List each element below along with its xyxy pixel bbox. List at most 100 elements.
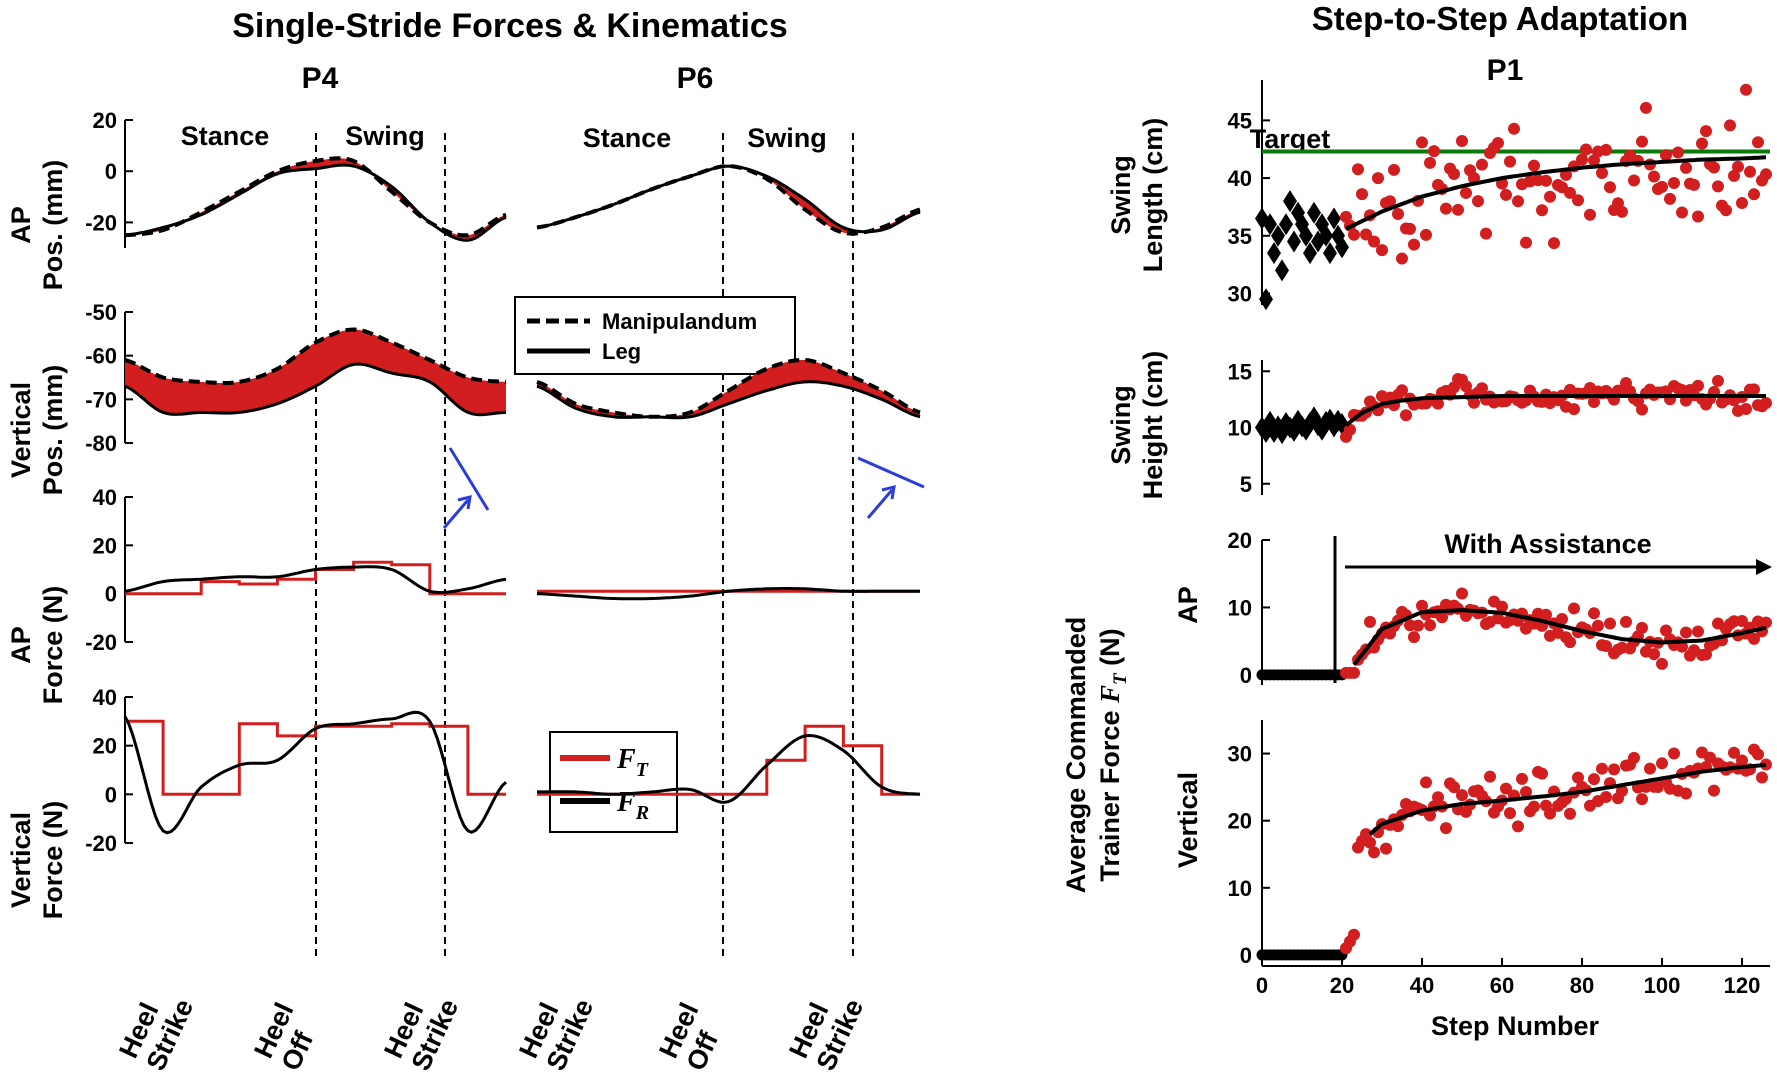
baseline-diamond <box>1279 213 1293 236</box>
blue-annotation-p4 <box>442 447 490 529</box>
step-point <box>1508 122 1520 135</box>
leg-line <box>536 164 921 234</box>
p1-title: P1 <box>1487 54 1524 87</box>
baseline-diamond <box>1287 230 1301 253</box>
difference-fill <box>537 360 920 418</box>
panel-swing_height: 5 10 15 <box>1228 359 1772 497</box>
step-point <box>1572 194 1584 207</box>
x-tick-label: 120 <box>1724 973 1761 998</box>
y-tick-label: 30 <box>1228 281 1252 306</box>
ylabel-trainer-force-group: Average Commanded Trainer Force FT (N) <box>1061 617 1131 894</box>
step-point <box>1648 648 1660 661</box>
step-point <box>1740 402 1752 415</box>
step-point <box>1748 383 1760 396</box>
ylabel-vert-force-line2: Force (N) <box>38 801 68 920</box>
step-point <box>1504 155 1516 168</box>
legend-manipulandum: Manipulandum <box>602 309 757 334</box>
y-tick-label: 0 <box>1240 663 1252 688</box>
y-tick-label: 40 <box>93 485 117 510</box>
step-point <box>1712 374 1724 387</box>
step-point <box>1676 206 1688 219</box>
step-point <box>1556 612 1568 625</box>
step-point <box>1512 195 1524 208</box>
step-xlabel: Step Number <box>1431 1011 1600 1041</box>
step-point <box>1740 83 1752 96</box>
y-tick-label: 40 <box>1228 166 1252 191</box>
step-point <box>1428 145 1440 158</box>
step-point <box>1412 619 1424 632</box>
step-point <box>1520 785 1532 798</box>
y-tick-label: 30 <box>1228 742 1252 767</box>
step-point <box>1604 617 1616 630</box>
step-point <box>1432 397 1444 410</box>
step-point <box>1728 746 1740 759</box>
baseline-diamond <box>1267 242 1281 265</box>
step-point <box>1688 178 1700 191</box>
step-point <box>1564 186 1576 199</box>
step-point <box>1512 820 1524 833</box>
legend-ft-label: FT <box>616 744 649 781</box>
difference-fill <box>537 166 920 234</box>
fit-curve <box>1352 608 1767 667</box>
step-point <box>1368 846 1380 859</box>
step-point <box>1692 210 1704 223</box>
step-point <box>1496 600 1508 613</box>
step-point <box>1732 160 1744 173</box>
legend-fr-symbol: F <box>616 787 636 818</box>
panel-vert_force-p4: 40 20 0 -20 <box>85 685 508 856</box>
ylabel-vert-pos: Vertical Pos. (mm) <box>6 365 68 496</box>
step-point <box>1656 180 1668 193</box>
p4-column-title: P4 <box>302 62 339 95</box>
step-point <box>1760 168 1772 181</box>
step-point <box>1468 396 1480 409</box>
step-point <box>1680 626 1692 639</box>
step-point <box>1748 632 1760 645</box>
step-point <box>1608 763 1620 776</box>
ylabel-swing-length: Swing Length (cm) <box>1106 118 1168 273</box>
ylabel-vert-pos-line2: Pos. (mm) <box>38 365 68 496</box>
step-point <box>1476 382 1488 395</box>
step-point <box>1348 928 1360 941</box>
step-point <box>1728 169 1740 182</box>
x-event-label-p6-1: Heel Strike <box>513 995 599 1072</box>
baseline-diamond <box>1299 224 1313 247</box>
step-point <box>1424 809 1436 822</box>
step-point <box>1672 146 1684 159</box>
step-point <box>1440 822 1452 835</box>
y-tick-label: -20 <box>85 210 117 235</box>
phase-stance-p4: Stance <box>181 121 270 151</box>
step-point <box>1564 636 1576 649</box>
baseline-diamond <box>1303 242 1317 265</box>
x-event-label-p4-3: Heel Strike <box>378 995 464 1072</box>
step-point <box>1408 631 1420 644</box>
step-point <box>1660 149 1672 162</box>
legend-position: Manipulandum Leg <box>514 296 796 375</box>
blue-annotation-p6 <box>857 456 925 519</box>
y-tick-label: -60 <box>85 344 117 369</box>
ylabel-trainer-gap <box>1095 703 1125 711</box>
step-point <box>1452 203 1464 216</box>
blue-arrow-head-p4 <box>457 494 472 510</box>
step-point <box>1600 640 1612 653</box>
step-point <box>1448 781 1460 794</box>
step-point <box>1544 190 1556 203</box>
panel-ap_force-p6 <box>536 587 920 601</box>
panel-swing_length: 30 35 40 45 <box>1228 80 1772 311</box>
x-tick-label: 0 <box>1256 973 1268 998</box>
step-point <box>1620 615 1632 628</box>
step-point <box>1588 773 1600 786</box>
step-point <box>1572 771 1584 784</box>
step-point <box>1596 762 1608 775</box>
y-tick-label: 20 <box>1228 809 1252 834</box>
x-event-label-p4-2: Heel Off <box>248 998 319 1072</box>
baseline-diamond <box>1307 201 1321 224</box>
x-tick-label: 60 <box>1490 973 1514 998</box>
legend-position-box <box>514 296 796 375</box>
step-point <box>1472 195 1484 208</box>
step-point <box>1408 238 1420 251</box>
x-tick-label: 80 <box>1570 973 1594 998</box>
step-point <box>1348 228 1360 241</box>
step-point <box>1364 836 1376 849</box>
baseline-diamond <box>1335 236 1349 259</box>
step-point <box>1588 607 1600 620</box>
